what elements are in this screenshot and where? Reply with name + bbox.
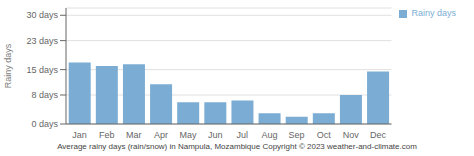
svg-text:30 days: 30 days	[26, 10, 58, 20]
svg-text:23 days: 23 days	[26, 36, 58, 46]
svg-text:Rainy days: Rainy days	[8, 43, 13, 88]
svg-text:Dec: Dec	[370, 130, 387, 140]
svg-text:Jun: Jun	[208, 130, 223, 140]
svg-text:0 days: 0 days	[31, 119, 58, 129]
svg-text:Jul: Jul	[237, 130, 249, 140]
svg-text:Nov: Nov	[343, 130, 360, 140]
svg-text:Apr: Apr	[154, 130, 168, 140]
svg-text:Sep: Sep	[289, 130, 305, 140]
svg-text:May: May	[180, 130, 198, 140]
svg-text:8 days: 8 days	[31, 90, 58, 100]
svg-text:Jan: Jan	[72, 130, 87, 140]
html-text:Rainy days: Rainy days	[411, 8, 456, 18]
svg-text:Feb: Feb	[99, 130, 115, 140]
svg-text:15 days: 15 days	[26, 65, 58, 75]
svg-text:Oct: Oct	[317, 130, 332, 140]
html-text:Average rainy days (rain/snow): Average rainy days (rain/snow) in Nampul…	[57, 142, 417, 151]
svg-text:Mar: Mar	[126, 130, 142, 140]
svg-text:Aug: Aug	[261, 130, 277, 140]
